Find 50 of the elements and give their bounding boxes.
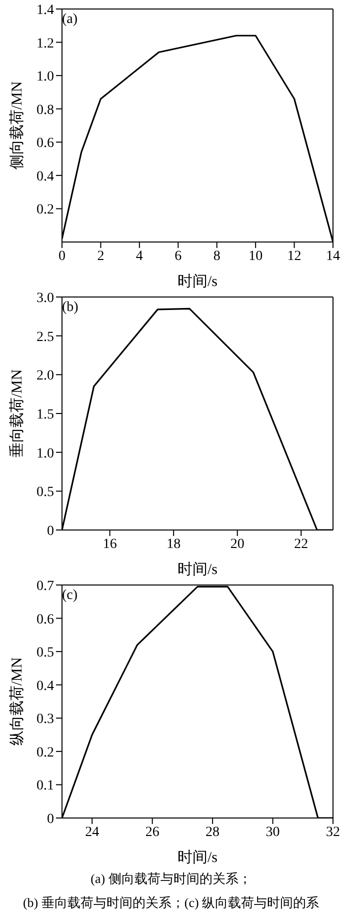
y-tick-label: 0.5 — [36, 485, 54, 500]
x-axis-title: 时间/s — [177, 273, 218, 290]
text: (a) 侧向载荷与时间的关系； — [90, 870, 252, 888]
y-tick-label: 0.6 — [36, 612, 54, 628]
y-tick-label: 1.2 — [36, 36, 54, 52]
x-tick-label: 26 — [145, 824, 160, 840]
x-tick-label: 2 — [97, 248, 104, 264]
x-tick-label: 22 — [294, 536, 308, 552]
y-tick-label: 0.8 — [36, 102, 54, 118]
x-tick-label: 8 — [213, 248, 220, 264]
y-tick-label: 0.4 — [36, 678, 54, 694]
x-axis-title: 时间/s — [177, 561, 218, 578]
y-tick-label: 0 — [47, 524, 54, 539]
y-tick-label: 0.4 — [36, 169, 54, 184]
y-tick-label: 1.0 — [36, 70, 54, 85]
y-tick-label: 3.0 — [36, 290, 54, 306]
y-axis-title: 纵向载荷/MN — [8, 657, 26, 746]
x-tick-label: 12 — [287, 248, 302, 264]
x-tick-label: 24 — [85, 824, 100, 840]
chart-title: (a) — [62, 12, 78, 28]
y-tick-label: 0.7 — [36, 578, 54, 594]
x-tick-label: 10 — [248, 248, 263, 264]
text: (b) 垂向载荷与时间的关系；(c) 纵向载荷与时间的系 — [22, 894, 320, 912]
y-tick-label: 0.2 — [36, 745, 54, 760]
x-axis-title: 时间/s — [177, 849, 218, 866]
y-tick-label: 1.4 — [36, 2, 54, 18]
y-tick-label: 0 — [47, 812, 54, 827]
y-axis-title: 侧向载荷/MN — [8, 81, 26, 170]
y-tick-label: 2.5 — [36, 330, 54, 345]
y-tick-label: 1.0 — [36, 446, 54, 462]
y-tick-label: 0.6 — [36, 136, 54, 152]
y-tick-label: 0.2 — [36, 202, 54, 218]
y-tick-label: 2.0 — [36, 368, 54, 384]
x-tick-label: 18 — [166, 536, 181, 552]
chart-title: (b) — [62, 300, 78, 316]
x-tick-label: 30 — [266, 824, 280, 840]
x-tick-label: 6 — [174, 248, 182, 264]
chart-title: (c) — [62, 588, 78, 604]
y-tick-label: 0.5 — [36, 646, 54, 661]
x-tick-label: 28 — [206, 824, 220, 840]
x-tick-label: 16 — [102, 536, 117, 552]
x-tick-label: 20 — [230, 536, 244, 552]
x-tick-label: 32 — [326, 824, 340, 840]
y-tick-label: 1.5 — [36, 407, 54, 422]
y-tick-label: 0.3 — [36, 712, 54, 728]
y-tick-label: 0.1 — [36, 778, 54, 794]
x-tick-label: 14 — [326, 248, 340, 264]
x-tick-label: 4 — [136, 248, 143, 264]
y-axis-title: 垂向载荷/MN — [8, 369, 26, 458]
x-tick-label: 0 — [58, 248, 66, 264]
